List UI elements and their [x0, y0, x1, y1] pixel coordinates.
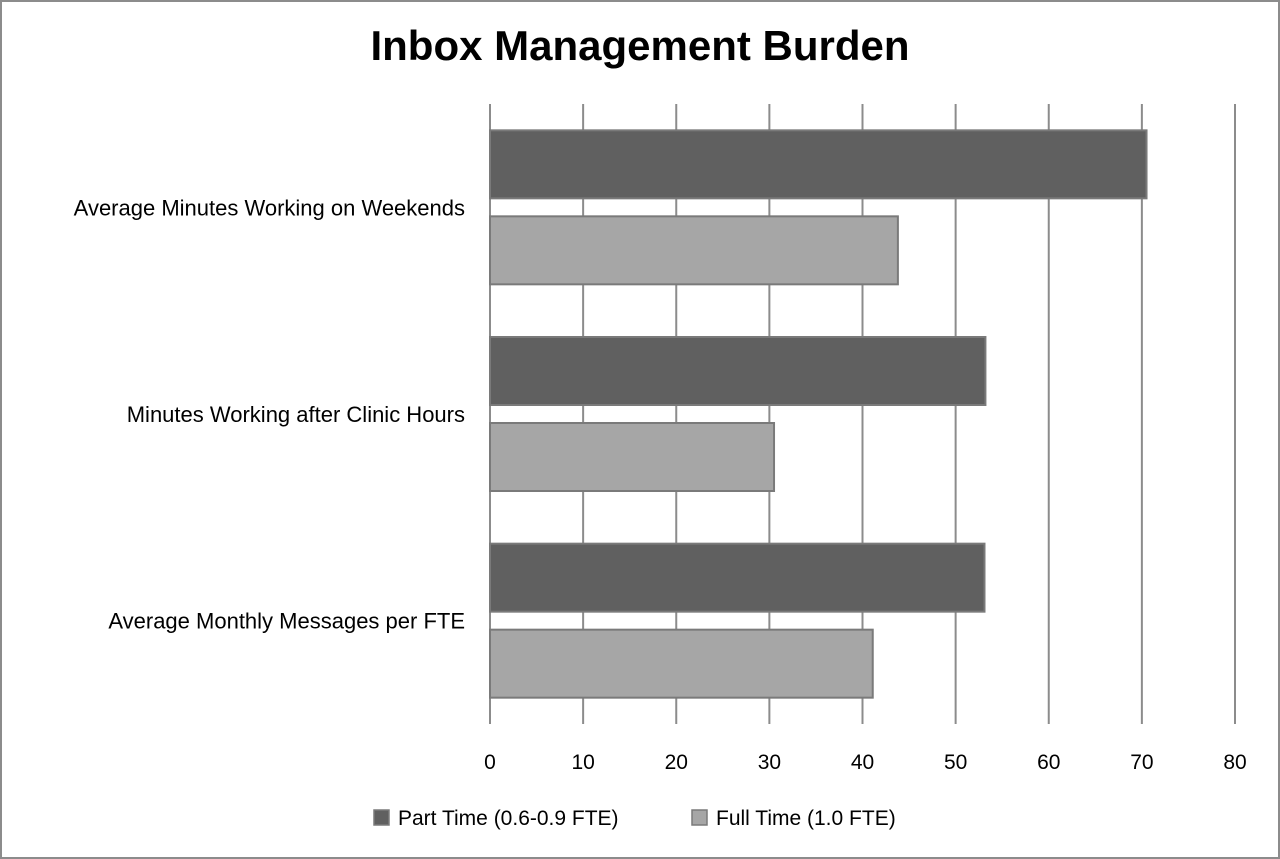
legend-swatch-part-time	[373, 809, 390, 826]
legend: Part Time (0.6-0.9 FTE) Full Time (1.0 FT…	[373, 807, 896, 830]
grid-lines	[489, 104, 1236, 724]
legend-label: Full Time (1.0 FTE)	[716, 807, 896, 830]
chart-title: Inbox Management Burden	[370, 22, 909, 69]
bar-full-time-0	[489, 215, 899, 286]
bar-part-time-2	[489, 542, 986, 613]
x-tick-label: 20	[665, 751, 688, 774]
legend-label: Part Time (0.6-0.9 FTE)	[398, 807, 619, 830]
category-label: Minutes Working after Clinic Hours	[127, 402, 465, 427]
legend-swatch-full-time	[691, 809, 708, 826]
x-tick-label: 50	[944, 751, 967, 774]
bar-part-time-1	[489, 336, 987, 406]
bar-full-time-2	[489, 628, 874, 699]
x-tick-label: 0	[484, 751, 496, 774]
category-label: Average Monthly Messages per FTE	[108, 609, 465, 634]
bar-full-time-1	[489, 422, 776, 492]
x-tick-label: 80	[1223, 751, 1246, 774]
x-axis-ticks: 0 10 20 30 40 50 60 70 80	[484, 751, 1247, 774]
bar-part-time-0	[489, 129, 1148, 200]
category-label: Average Minutes Working on Weekends	[74, 195, 465, 220]
x-tick-label: 30	[758, 751, 781, 774]
x-tick-label: 60	[1037, 751, 1060, 774]
x-tick-label: 70	[1130, 751, 1153, 774]
x-tick-label: 40	[851, 751, 874, 774]
x-tick-label: 10	[571, 751, 594, 774]
category-labels: Average Minutes Working on Weekends Minut…	[74, 195, 465, 633]
bars	[489, 129, 1148, 699]
